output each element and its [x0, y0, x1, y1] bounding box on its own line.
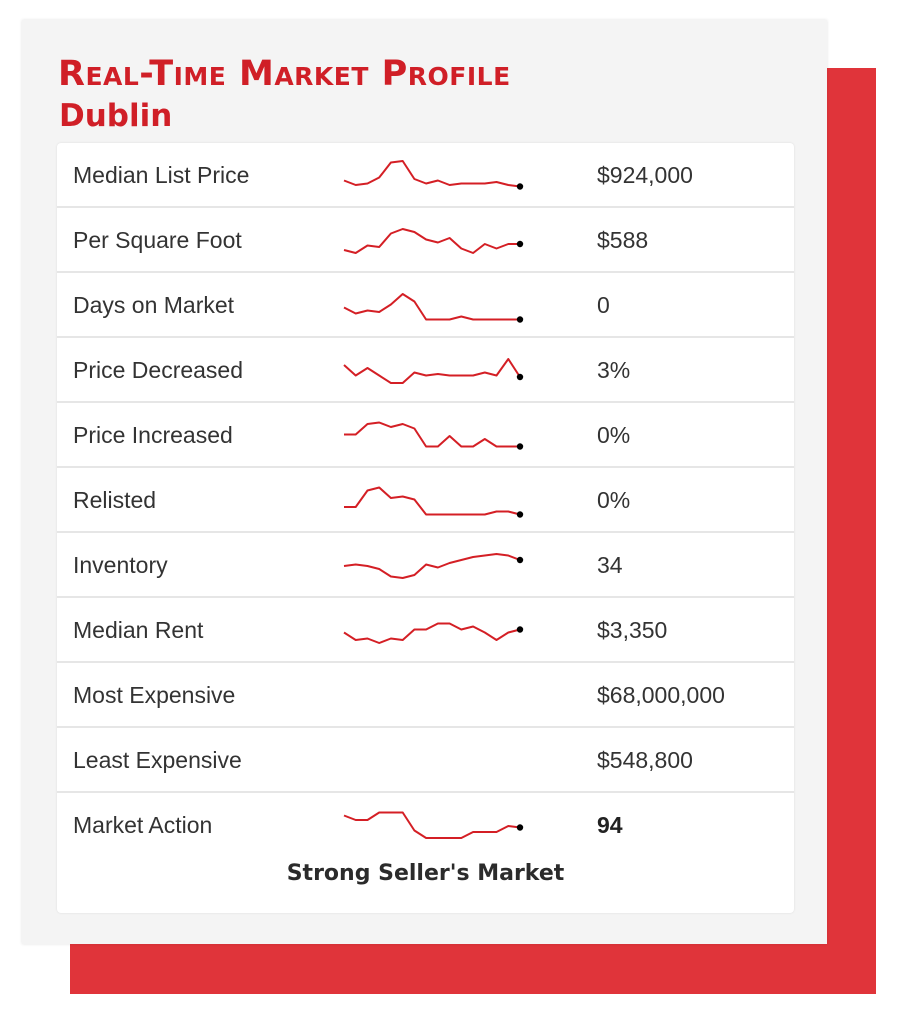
metric-label: Least Expensive [73, 747, 242, 773]
sparkline-endpoint-dot [516, 316, 524, 323]
sparkline-endpoint-dot [516, 373, 524, 381]
sparkline-path [343, 228, 520, 254]
table-row: Per Square Foot $588 [57, 208, 794, 273]
metric-label: Median Rent [73, 617, 204, 643]
metric-value: $548,800 [597, 747, 693, 773]
sparkline-endpoint-dot [516, 443, 524, 450]
table-row: Market Action 94 Strong Seller's Market [57, 793, 794, 908]
metric-label: Median List Price [73, 162, 250, 188]
metric-label: Most Expensive [73, 682, 236, 708]
trend-sparkline [343, 811, 524, 839]
metric-label: Per Square Foot [73, 227, 242, 253]
metric-value: 0% [597, 422, 631, 448]
trend-sparkline [343, 358, 524, 384]
metric-label: Inventory [73, 552, 168, 578]
metric-label: Market Action [73, 812, 213, 838]
trend-sparkline [344, 421, 524, 450]
trend-sparkline [343, 293, 524, 323]
card-title: Real-Time Market Profile [58, 54, 511, 94]
metric-value: 0 [597, 292, 610, 318]
sparkline-path [344, 421, 520, 448]
metric-value: 34 [597, 552, 623, 578]
table-row: Median Rent $3,350 [57, 598, 794, 663]
sparkline-endpoint-dot [516, 556, 524, 564]
table-row: Least Expensive $548,800 [57, 728, 794, 793]
metric-value: 0% [597, 487, 631, 513]
trend-sparkline [343, 228, 524, 254]
metric-label: Price Decreased [73, 357, 244, 383]
trend-sparkline [343, 622, 524, 644]
metric-label: Relisted [73, 487, 157, 513]
sparkline-path [343, 358, 521, 384]
market-action-score: 94 [597, 812, 623, 838]
table-row: Inventory 34 [57, 533, 794, 598]
sparkline-path [343, 553, 521, 579]
sparkline-path [343, 622, 521, 644]
metric-value: $924,000 [597, 162, 693, 188]
market-verdict: Strong Seller's Market [286, 861, 565, 886]
sparkline-endpoint-dot [516, 183, 524, 190]
market-profile-card: Real-Time Market Profile Dublin Median L… [22, 20, 827, 944]
metric-value: $588 [597, 227, 649, 253]
trend-sparkline [343, 553, 524, 579]
trend-sparkline [343, 160, 524, 190]
sparkline-path [343, 293, 520, 321]
sparkline-path [343, 160, 521, 188]
table-row: Price Increased 0% [57, 403, 794, 468]
sparkline-path [344, 486, 521, 516]
metric-label: Price Increased [73, 422, 233, 448]
table-row: Most Expensive $68,000,000 [57, 663, 794, 728]
location-name: Dublin [59, 98, 173, 134]
metric-value: $68,000,000 [597, 682, 725, 708]
sparkline-path [343, 811, 521, 839]
metrics-table: Median List Price $924,000 Per Square Fo… [57, 143, 794, 913]
table-row: Days on Market 0 [57, 273, 794, 338]
sparkline-endpoint-dot [516, 824, 524, 831]
sparkline-endpoint-dot [516, 511, 524, 518]
table-row: Relisted 0% [57, 468, 794, 533]
metric-value: $3,350 [597, 617, 668, 643]
table-row: Median List Price $924,000 [57, 143, 794, 208]
metric-label: Days on Market [73, 292, 235, 318]
trend-sparkline [344, 486, 524, 518]
sparkline-endpoint-dot [516, 240, 524, 248]
sparkline-endpoint-dot [516, 626, 524, 633]
table-row: Price Decreased 3% [57, 338, 794, 403]
metric-value: 3% [597, 357, 631, 383]
